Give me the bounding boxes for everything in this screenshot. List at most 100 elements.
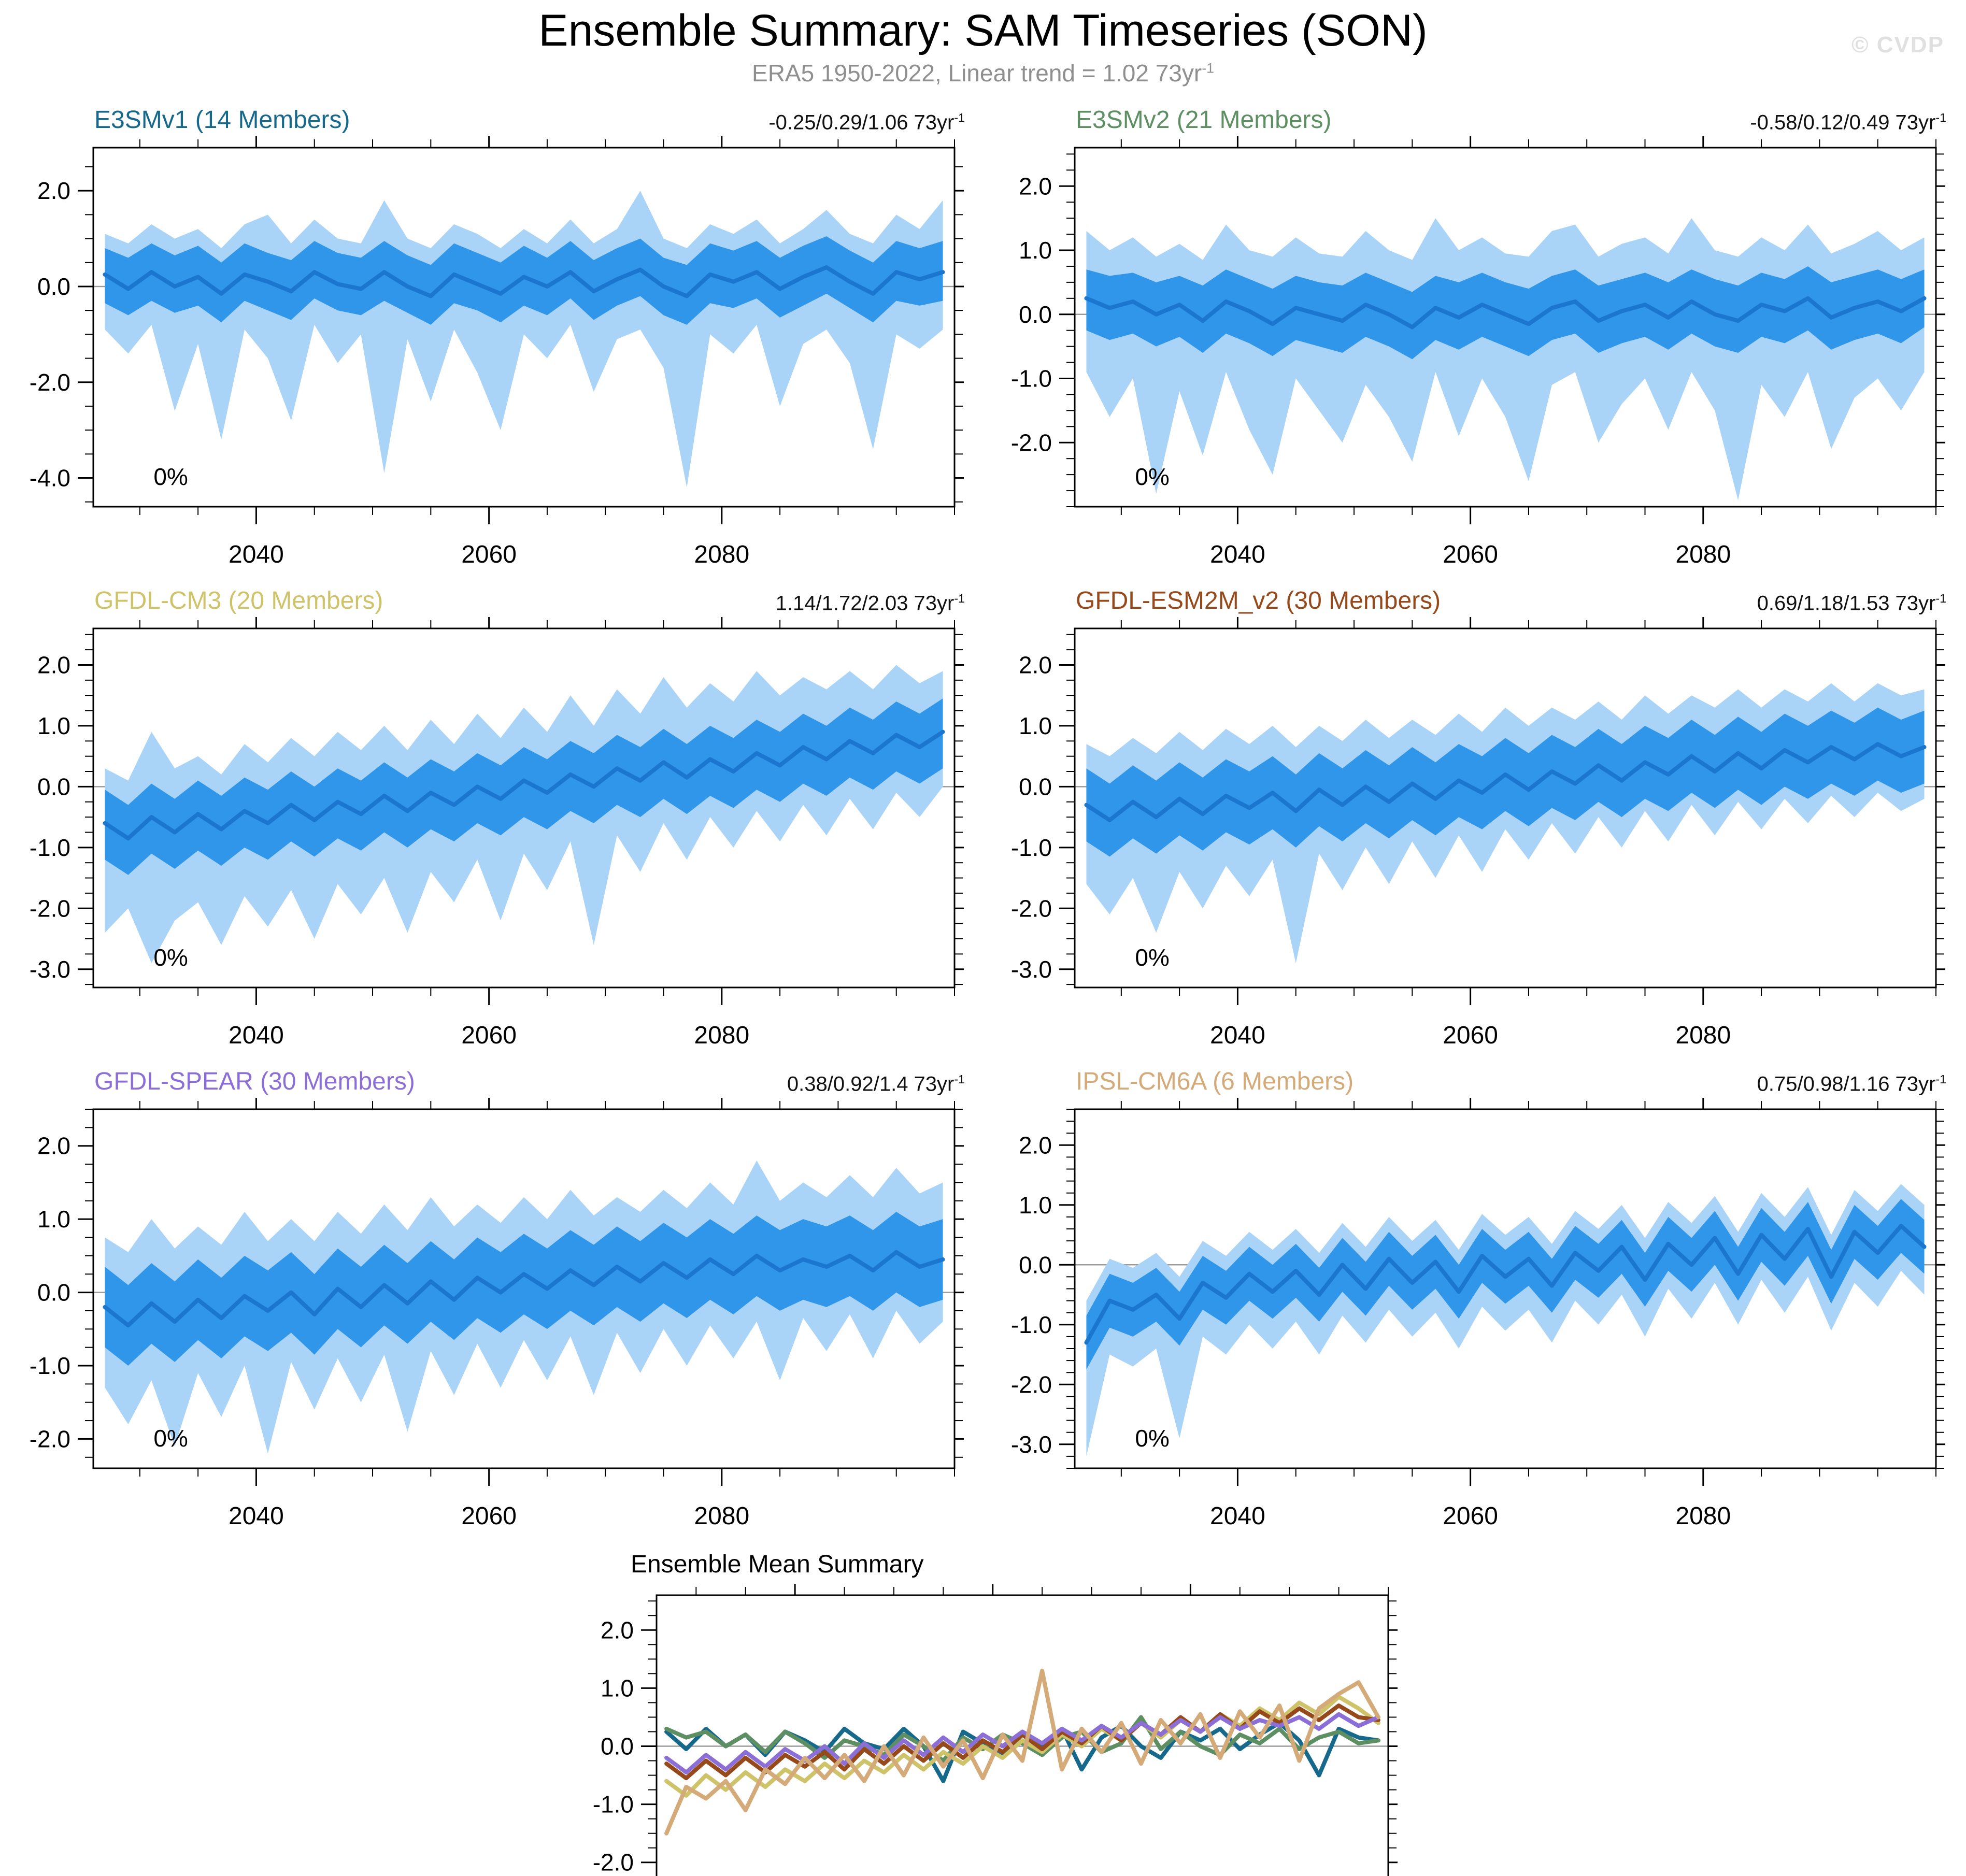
svg-text:-2.0: -2.0	[1011, 429, 1052, 456]
page-subtitle: ERA5 1950-2022, Linear trend = 1.02 73yr…	[0, 59, 1966, 87]
timeseries-plot-gfdl-spear: 2040 2060 2080 2.0 1.0 0.0 -1.0 -2.0 0%	[30, 1092, 970, 1530]
svg-text:2060: 2060	[1443, 1022, 1498, 1049]
svg-text:-2.0: -2.0	[30, 1426, 70, 1453]
svg-text:2.0: 2.0	[37, 652, 70, 679]
panel-head: E3SMv2 (21 Members) -0.58/0.12/0.49 73yr…	[1076, 106, 1946, 134]
panel-title: GFDL-CM3 (20 Members)	[94, 587, 383, 615]
svg-text:-3.0: -3.0	[1011, 956, 1052, 983]
panel-title: E3SMv1 (14 Members)	[94, 106, 350, 134]
trend-label: 0.75/0.98/1.16 73yr-1	[1757, 1072, 1946, 1096]
svg-text:-1.0: -1.0	[1011, 1311, 1052, 1338]
subtitle-text: ERA5 1950-2022, Linear trend = 1.02 73yr	[752, 60, 1202, 87]
svg-text:0%: 0%	[153, 944, 188, 971]
svg-text:0.0: 0.0	[1019, 1252, 1052, 1279]
panel-title: IPSL-CM6A (6 Members)	[1076, 1068, 1354, 1096]
svg-text:2040: 2040	[229, 1502, 284, 1530]
panel-e3smv1: E3SMv1 (14 Members) -0.25/0.29/1.06 73yr…	[5, 106, 974, 579]
svg-text:2040: 2040	[1210, 1022, 1265, 1049]
svg-text:-2.0: -2.0	[1011, 895, 1052, 922]
svg-text:2040: 2040	[1210, 541, 1265, 568]
svg-text:0%: 0%	[1135, 944, 1169, 971]
svg-text:2.0: 2.0	[1019, 173, 1052, 200]
svg-text:2060: 2060	[1443, 1502, 1498, 1530]
svg-text:2060: 2060	[1443, 541, 1498, 568]
svg-text:0.0: 0.0	[37, 273, 70, 300]
svg-text:0.0: 0.0	[37, 1279, 70, 1306]
svg-text:0.0: 0.0	[601, 1733, 634, 1760]
svg-text:-3.0: -3.0	[30, 956, 70, 983]
svg-text:1.0: 1.0	[1019, 1192, 1052, 1219]
panel-head: GFDL-CM3 (20 Members) 1.14/1.72/2.03 73y…	[94, 586, 965, 615]
svg-text:0%: 0%	[1135, 463, 1169, 490]
panel-title: GFDL-SPEAR (30 Members)	[94, 1068, 415, 1096]
svg-text:2.0: 2.0	[601, 1617, 634, 1644]
svg-text:-4.0: -4.0	[30, 465, 70, 492]
page-header: Ensemble Summary: SAM Timeseries (SON) E…	[0, 0, 1966, 87]
panel-title: E3SMv2 (21 Members)	[1076, 106, 1332, 134]
svg-text:2040: 2040	[229, 1022, 284, 1049]
svg-text:0%: 0%	[153, 463, 188, 490]
cvdp-watermark: © CVDP	[1851, 32, 1944, 58]
svg-text:2.0: 2.0	[1019, 652, 1052, 679]
svg-text:-2.0: -2.0	[30, 895, 70, 922]
svg-text:2.0: 2.0	[37, 177, 70, 204]
trend-exponent: -1	[1935, 1072, 1946, 1086]
svg-text:1.0: 1.0	[1019, 237, 1052, 264]
timeseries-plot-gfdl-esm2m-v2: 2040 2060 2080 2.0 1.0 0.0 -1.0 -2.0 -3.0 0%	[1011, 611, 1951, 1049]
svg-text:2060: 2060	[461, 1022, 517, 1049]
trend-label: 0.38/0.92/1.4 73yr-1	[787, 1072, 965, 1096]
svg-text:2060: 2060	[461, 541, 517, 568]
svg-text:1.0: 1.0	[37, 1206, 70, 1233]
svg-text:2080: 2080	[1675, 1502, 1731, 1530]
svg-text:-1.0: -1.0	[1011, 365, 1052, 392]
svg-text:2080: 2080	[694, 1502, 749, 1530]
ensemble-mean-summary-section: Ensemble Mean Summary 2040206020802.01.0…	[568, 1550, 1404, 1876]
panel-head: IPSL-CM6A (6 Members) 0.75/0.98/1.16 73y…	[1076, 1067, 1946, 1096]
timeseries-plot-ipsl-cm6a: 2040 2060 2080 2.0 1.0 0.0 -1.0 -2.0 -3.0 0%	[1011, 1092, 1951, 1530]
trend-label: -0.58/0.12/0.49 73yr-1	[1750, 110, 1946, 134]
panel-gfdl-spear: GFDL-SPEAR (30 Members) 0.38/0.92/1.4 73…	[5, 1067, 974, 1541]
panel-head: GFDL-SPEAR (30 Members) 0.38/0.92/1.4 73…	[94, 1067, 965, 1096]
svg-text:2060: 2060	[461, 1502, 517, 1530]
timeseries-plot-e3smv2: 2040 2060 2080 2.0 1.0 0.0 -1.0 -2.0 0%	[1011, 130, 1951, 568]
panel-gfdl-cm3: GFDL-CM3 (20 Members) 1.14/1.72/2.03 73y…	[5, 586, 974, 1060]
svg-text:2080: 2080	[1675, 541, 1731, 568]
svg-text:2080: 2080	[1675, 1022, 1731, 1049]
svg-text:-3.0: -3.0	[1011, 1431, 1052, 1458]
summary-title: Ensemble Mean Summary	[631, 1551, 924, 1579]
svg-text:1.0: 1.0	[601, 1675, 634, 1702]
timeseries-plot-gfdl-cm3: 2040 2060 2080 2.0 1.0 0.0 -1.0 -2.0 -3.0 0%	[30, 611, 970, 1049]
trend-exponent: -1	[954, 110, 965, 124]
panel-head: E3SMv1 (14 Members) -0.25/0.29/1.06 73yr…	[94, 106, 965, 134]
svg-text:-2.0: -2.0	[1011, 1371, 1052, 1398]
svg-text:-2.0: -2.0	[593, 1849, 634, 1876]
svg-text:2.0: 2.0	[1019, 1132, 1052, 1159]
svg-text:0.0: 0.0	[37, 774, 70, 800]
page-title: Ensemble Summary: SAM Timeseries (SON)	[538, 6, 1428, 55]
svg-text:-1.0: -1.0	[1011, 834, 1052, 861]
svg-text:-1.0: -1.0	[593, 1791, 634, 1818]
timeseries-plot-e3smv1: 2040 2060 2080 2.0 0.0 -2.0 -4.0 0%	[30, 130, 970, 568]
svg-text:-1.0: -1.0	[30, 1352, 70, 1379]
svg-text:1.0: 1.0	[37, 712, 70, 739]
trend-exponent: -1	[954, 1072, 965, 1086]
trend-exponent: -1	[1935, 110, 1946, 124]
trend-label: -0.25/0.29/1.06 73yr-1	[768, 110, 965, 134]
svg-text:2080: 2080	[694, 541, 749, 568]
trend-exponent: -1	[1935, 591, 1946, 605]
svg-text:2040: 2040	[229, 541, 284, 568]
svg-text:-1.0: -1.0	[30, 834, 70, 861]
trend-label: 0.69/1.18/1.53 73yr-1	[1757, 591, 1946, 615]
trend-label: 1.14/1.72/2.03 73yr-1	[775, 591, 965, 615]
svg-text:2040: 2040	[1210, 1502, 1265, 1530]
svg-text:0%: 0%	[153, 1425, 188, 1452]
svg-text:2.0: 2.0	[37, 1133, 70, 1159]
panel-head: GFDL-ESM2M_v2 (30 Members) 0.69/1.18/1.5…	[1076, 586, 1946, 615]
svg-text:0.0: 0.0	[1019, 301, 1052, 328]
panel-e3smv2: E3SMv2 (21 Members) -0.58/0.12/0.49 73yr…	[987, 106, 1956, 579]
svg-text:0.0: 0.0	[1019, 774, 1052, 800]
svg-text:-2.0: -2.0	[30, 369, 70, 396]
svg-text:0%: 0%	[1135, 1425, 1169, 1452]
